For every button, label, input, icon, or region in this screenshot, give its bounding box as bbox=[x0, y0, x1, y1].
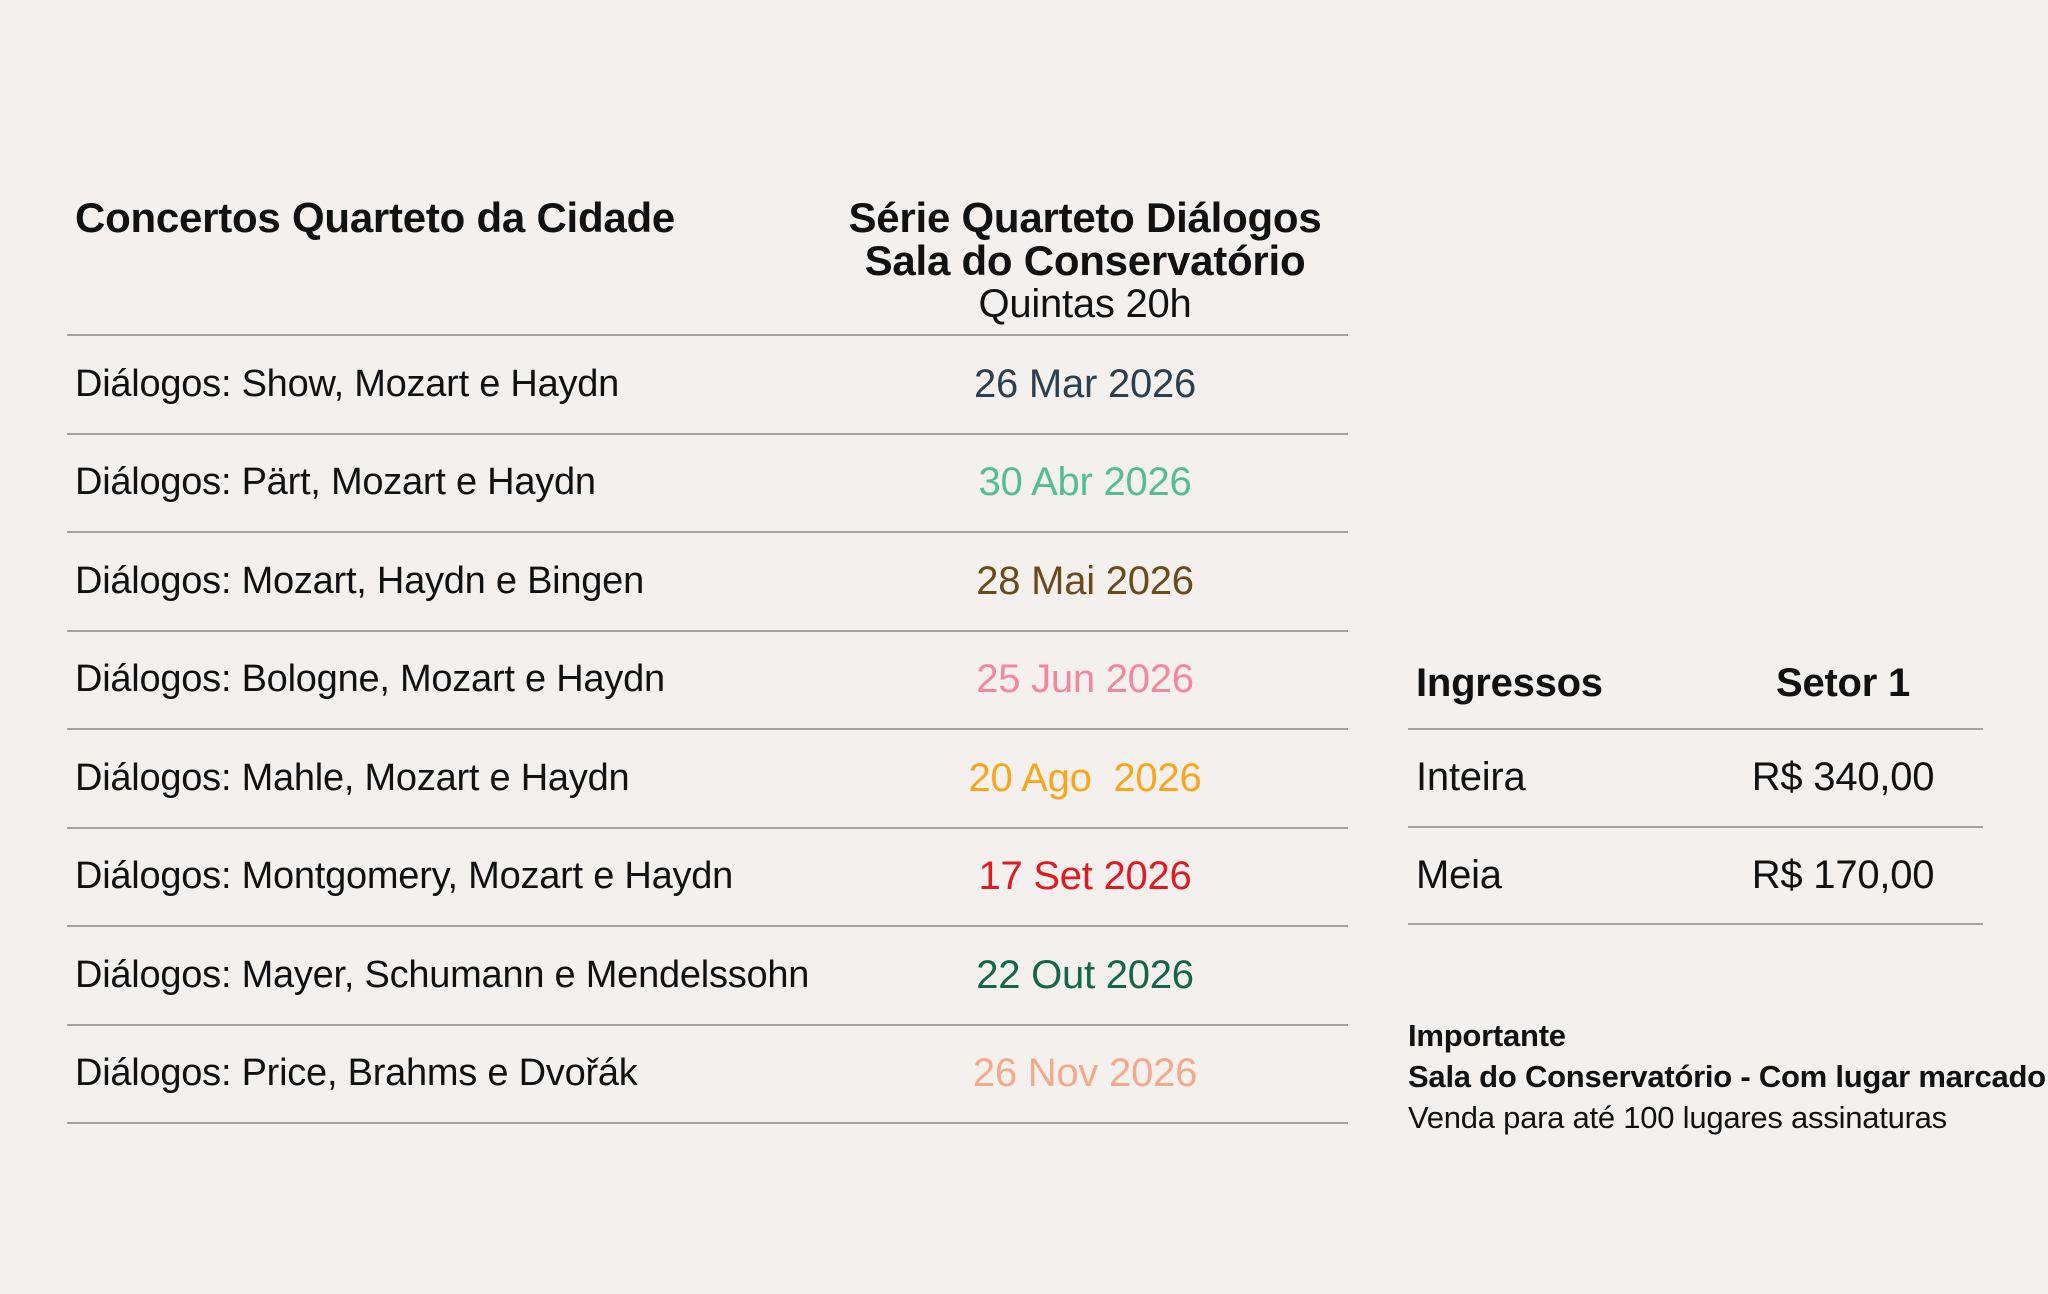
series-header: Série Quarteto Diálogos Sala do Conserva… bbox=[822, 196, 1348, 327]
tickets-header-row: Ingressos Setor 1 bbox=[1408, 638, 1983, 730]
table-row: Diálogos: Pärt, Mozart e Haydn 30 Abr 20… bbox=[67, 435, 1348, 533]
series-time: Quintas 20h bbox=[978, 282, 1192, 326]
concert-name: Diálogos: Price, Brahms e Dvořák bbox=[75, 1052, 638, 1095]
table-row: Inteira R$ 340,00 bbox=[1408, 730, 1983, 828]
concert-name: Diálogos: Mozart, Haydn e Bingen bbox=[75, 559, 644, 602]
tickets-title: Ingressos bbox=[1416, 660, 1603, 705]
concert-date: 25 Jun 2026 bbox=[976, 657, 1194, 702]
concert-name: Diálogos: Mayer, Schumann e Mendelssohn bbox=[75, 953, 810, 996]
ticket-price: R$ 170,00 bbox=[1751, 852, 1935, 897]
table-row: Meia R$ 170,00 bbox=[1408, 828, 1983, 925]
concert-date: 17 Set 2026 bbox=[978, 854, 1192, 899]
concert-name: Diálogos: Show, Mozart e Haydn bbox=[75, 362, 620, 405]
ticket-type: Meia bbox=[1416, 852, 1502, 897]
tickets-table: Ingressos Setor 1 Inteira R$ 340,00 Meia… bbox=[1408, 638, 1983, 925]
series-venue: Sala do Conservatório bbox=[864, 237, 1306, 284]
concert-name: Diálogos: Bologne, Mozart e Haydn bbox=[75, 658, 665, 701]
concert-date: 30 Abr 2026 bbox=[978, 460, 1192, 505]
table-row: Diálogos: Mahle, Mozart e Haydn 20 Ago 2… bbox=[67, 730, 1348, 829]
table-row: Diálogos: Price, Brahms e Dvořák 26 Nov … bbox=[67, 1026, 1348, 1124]
table-row: Diálogos: Show, Mozart e Haydn 26 Mar 20… bbox=[67, 336, 1348, 435]
important-notes: Importante Sala do Conservatório - Com l… bbox=[1408, 1008, 2048, 1138]
table-row: Diálogos: Mozart, Haydn e Bingen 28 Mai … bbox=[67, 533, 1348, 632]
page-title: Concertos Quarteto da Cidade bbox=[75, 194, 676, 241]
schedule-header-row: Concertos Quarteto da Cidade Série Quart… bbox=[67, 190, 1348, 336]
notes-venue-line: Sala do Conservatório - Com lugar marcad… bbox=[1408, 1059, 2046, 1094]
table-row: Diálogos: Bologne, Mozart e Haydn 25 Jun… bbox=[67, 632, 1348, 730]
ticket-price: R$ 340,00 bbox=[1751, 755, 1935, 800]
schedule-table: Concertos Quarteto da Cidade Série Quart… bbox=[67, 190, 1348, 1124]
notes-heading: Importante bbox=[1408, 1018, 1566, 1053]
ticket-type: Inteira bbox=[1416, 755, 1526, 800]
notes-sales-line: Venda para até 100 lugares assinaturas bbox=[1408, 1100, 1947, 1135]
concert-date: 22 Out 2026 bbox=[976, 952, 1194, 997]
concert-name: Diálogos: Pärt, Mozart e Haydn bbox=[75, 461, 596, 504]
concert-date: 28 Mai 2026 bbox=[976, 558, 1194, 603]
concert-date: 26 Mar 2026 bbox=[974, 361, 1196, 406]
table-row: Diálogos: Montgomery, Mozart e Haydn 17 … bbox=[67, 829, 1348, 927]
concert-name: Diálogos: Mahle, Mozart e Haydn bbox=[75, 756, 630, 799]
concert-date: 20 Ago 2026 bbox=[968, 755, 1202, 800]
table-row: Diálogos: Mayer, Schumann e Mendelssohn … bbox=[67, 927, 1348, 1026]
tickets-sector-label: Setor 1 bbox=[1776, 660, 1910, 705]
concert-name: Diálogos: Montgomery, Mozart e Haydn bbox=[75, 855, 734, 898]
series-title: Série Quarteto Diálogos bbox=[848, 194, 1322, 241]
concert-date: 26 Nov 2026 bbox=[972, 1051, 1198, 1096]
